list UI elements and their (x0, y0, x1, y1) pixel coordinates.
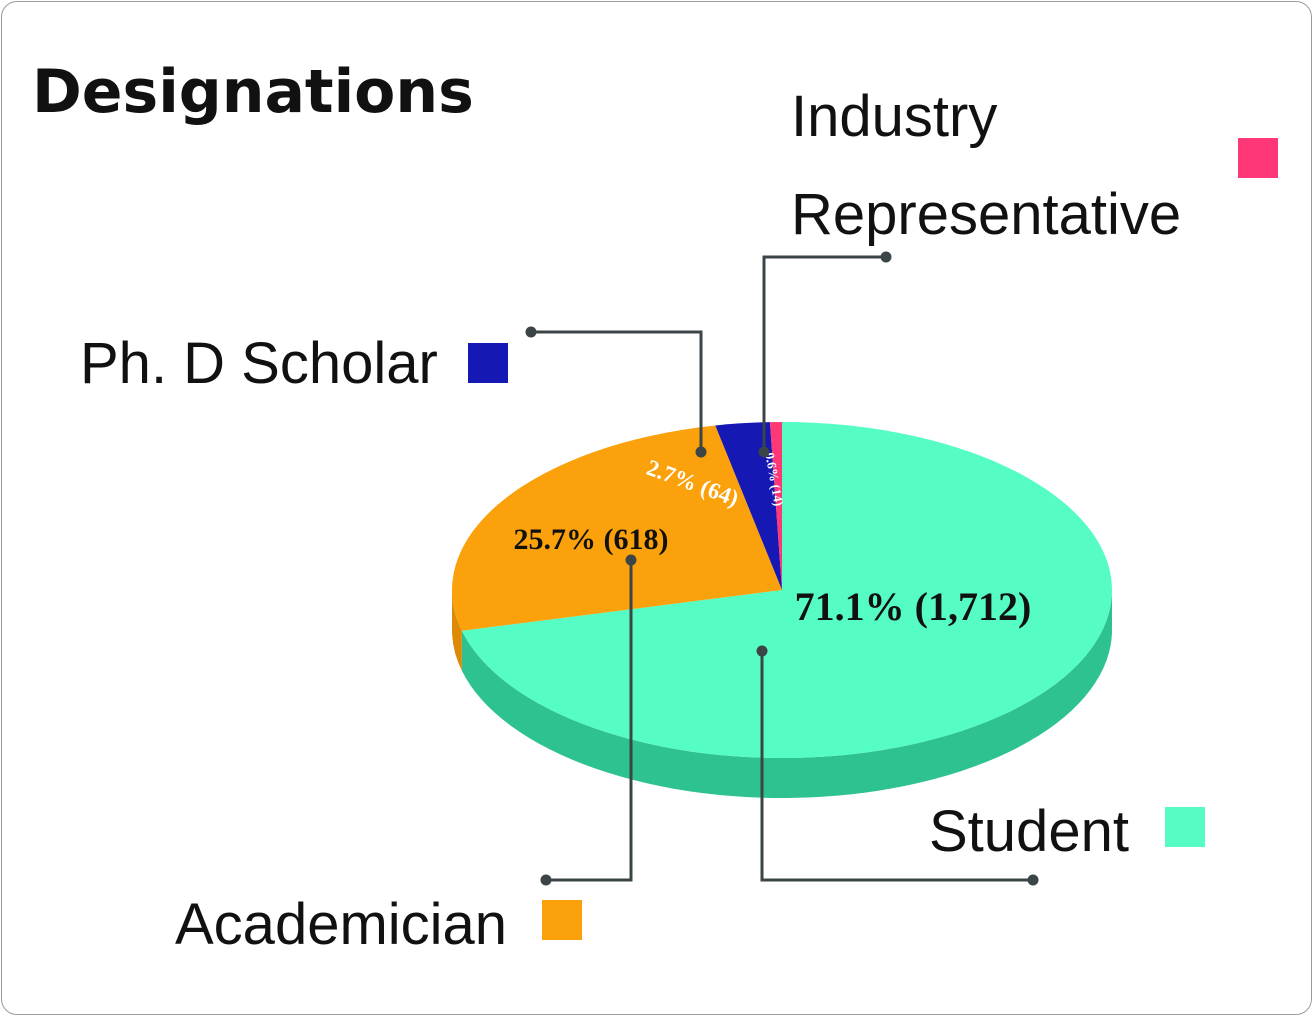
chart-title: Designations (32, 57, 474, 127)
legend-label-student: Student (929, 799, 1129, 864)
pie-slice-ph-d-scholar (715, 422, 782, 590)
leader-line-student (760, 651, 1033, 882)
leader-line-industry (762, 255, 886, 452)
legend-label-academician: Academician (175, 892, 507, 957)
leader-line-academician (546, 560, 633, 882)
legend-label-industry-line2: Representative (791, 182, 1181, 247)
data-labels: 71.1% (1,712) 25.7% (618) 2.7% (64) 0.6%… (514, 451, 1032, 629)
leader-lines (531, 255, 1033, 882)
legend: Industry Representative Ph. D Scholar St… (80, 84, 1278, 957)
legend-label-phd-scholar: Ph. D Scholar (80, 331, 438, 396)
pie-slice-student (461, 422, 1113, 758)
pie-side-student (461, 590, 1113, 798)
leader-line-phd (531, 330, 703, 452)
data-label-academician: 25.7% (618) (514, 523, 669, 556)
legend-swatch-phd-scholar (468, 343, 508, 383)
pie-sides (452, 590, 1113, 798)
legend-swatch-industry (1238, 138, 1278, 178)
legend-swatch-academician (542, 900, 582, 940)
pie-slice-industry-representative (769, 422, 782, 590)
data-label-student: 71.1% (1,712) (795, 584, 1032, 629)
leader-dots (525, 251, 1039, 886)
legend-swatch-student (1165, 807, 1205, 847)
pie-slice-academician (452, 425, 782, 631)
legend-label-industry-line1: Industry (791, 84, 997, 149)
pie-top-faces (452, 422, 1113, 758)
pie-side-academician (452, 590, 462, 671)
